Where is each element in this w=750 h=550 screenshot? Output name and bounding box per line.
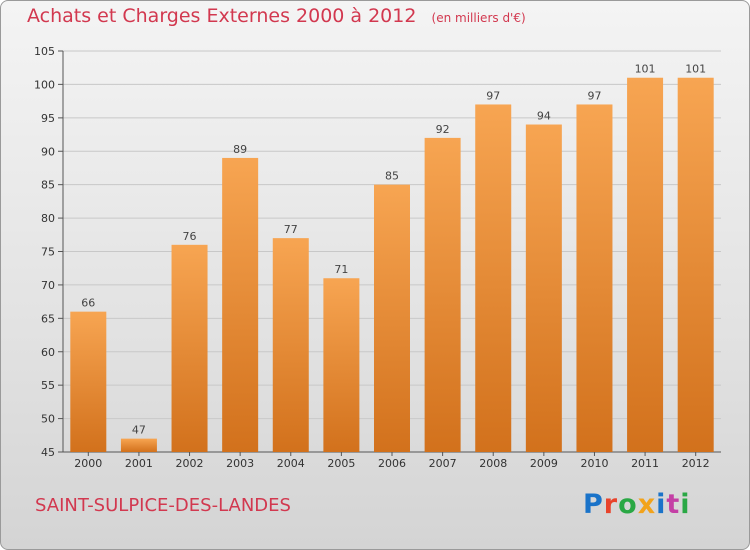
bar-2001[interactable] bbox=[120, 438, 157, 452]
x-tick-label: 2010 bbox=[580, 457, 608, 470]
bar-2010[interactable] bbox=[576, 104, 613, 452]
data-label-2006: 85 bbox=[385, 170, 399, 183]
logo-letter: i bbox=[680, 489, 691, 520]
data-label-2012: 101 bbox=[685, 63, 706, 76]
bar-2003[interactable] bbox=[222, 157, 259, 452]
x-tick-label: 2000 bbox=[74, 457, 102, 470]
x-tick-label: 2001 bbox=[125, 457, 153, 470]
y-tick-label: 45 bbox=[41, 446, 55, 459]
data-label-2001: 47 bbox=[132, 424, 146, 437]
bar-2007[interactable] bbox=[424, 137, 461, 452]
x-tick-label: 2007 bbox=[429, 457, 457, 470]
bar-2012[interactable] bbox=[677, 77, 714, 452]
proxiti-logo[interactable]: Proxiti bbox=[583, 489, 691, 520]
y-tick-label: 70 bbox=[41, 279, 55, 292]
x-tick-label: 2003 bbox=[226, 457, 254, 470]
x-tick-label: 2011 bbox=[631, 457, 659, 470]
data-label-2007: 92 bbox=[436, 123, 450, 136]
logo-letter: o bbox=[618, 489, 638, 520]
x-tick-label: 2008 bbox=[479, 457, 507, 470]
chart-title: Achats et Charges Externes 2000 à 2012 bbox=[27, 5, 417, 27]
y-tick-label: 95 bbox=[41, 112, 55, 125]
y-tick-label: 105 bbox=[34, 45, 55, 58]
bar-2004[interactable] bbox=[272, 238, 309, 452]
y-tick-label: 80 bbox=[41, 212, 55, 225]
bar-2002[interactable] bbox=[171, 244, 208, 452]
logo-letter: t bbox=[666, 489, 681, 520]
chart-unit: (en milliers d'€) bbox=[431, 11, 526, 25]
logo-letter: P bbox=[583, 489, 604, 520]
y-tick-label: 60 bbox=[41, 346, 55, 359]
logo-letter: r bbox=[603, 489, 619, 520]
data-label-2009: 94 bbox=[537, 110, 551, 123]
y-tick-label: 85 bbox=[41, 179, 55, 192]
data-label-2005: 71 bbox=[334, 263, 348, 276]
y-tick-label: 65 bbox=[41, 312, 55, 325]
y-tick-label: 90 bbox=[41, 145, 55, 158]
data-label-2011: 101 bbox=[635, 63, 656, 76]
data-label-2003: 89 bbox=[233, 143, 247, 156]
y-tick-label: 55 bbox=[41, 379, 55, 392]
data-label-2010: 97 bbox=[587, 89, 601, 102]
bar-2009[interactable] bbox=[525, 124, 562, 453]
x-tick-label: 2005 bbox=[327, 457, 355, 470]
x-tick-label: 2009 bbox=[530, 457, 558, 470]
location-name: SAINT-SULPICE-DES-LANDES bbox=[35, 495, 291, 516]
bar-2000[interactable] bbox=[70, 311, 107, 452]
bars bbox=[70, 77, 714, 453]
data-labels: 66 47 76 89 77 71 85 92 97 94 97 101 101 bbox=[81, 63, 706, 437]
bar-2005[interactable] bbox=[323, 278, 360, 452]
x-tick-label: 2002 bbox=[176, 457, 204, 470]
data-label-2004: 77 bbox=[284, 223, 298, 236]
bar-2006[interactable] bbox=[374, 184, 410, 452]
y-tick-label: 75 bbox=[41, 246, 55, 259]
logo-letter: x bbox=[637, 489, 657, 520]
chart-title-block: Achats et Charges Externes 2000 à 2012 (… bbox=[27, 5, 526, 27]
data-label-2008: 97 bbox=[486, 89, 500, 102]
bar-2011[interactable] bbox=[627, 77, 664, 452]
data-label-2002: 76 bbox=[183, 230, 197, 243]
x-tick-label: 2006 bbox=[378, 457, 406, 470]
bar-2008[interactable] bbox=[475, 104, 512, 452]
x-tick-label: 2012 bbox=[682, 457, 710, 470]
data-label-2000: 66 bbox=[81, 297, 95, 310]
y-tick-label: 100 bbox=[34, 78, 55, 91]
x-tick-label: 2004 bbox=[277, 457, 305, 470]
logo-letter: i bbox=[656, 489, 667, 520]
y-tick-label: 50 bbox=[41, 413, 55, 426]
